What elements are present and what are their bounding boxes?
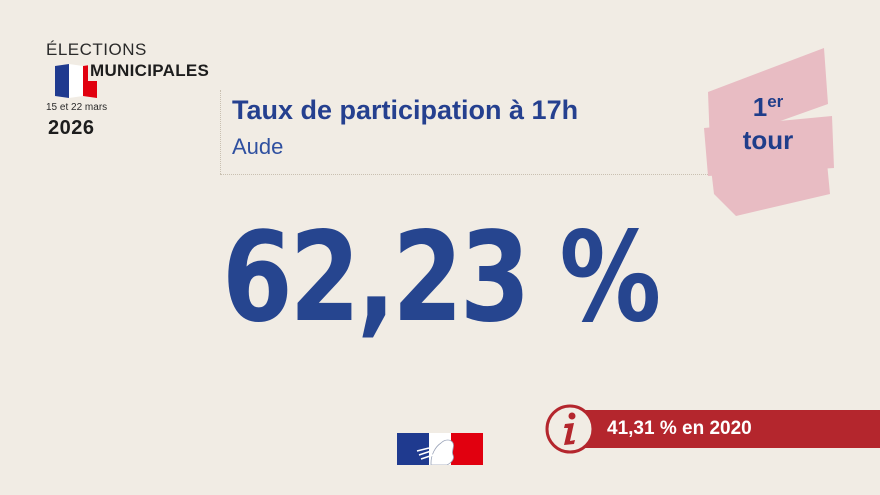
logo-year: 2026: [48, 117, 95, 139]
logo-elections-text: ÉLECTIONS: [46, 40, 147, 59]
header-divider-vertical: [220, 90, 221, 174]
department-name: Aude: [232, 134, 284, 159]
elections-logo: ÉLECTIONS MUNICIPALES 15 et 22 mars 2026: [46, 40, 216, 140]
tour-word: tour: [742, 125, 794, 155]
page-title: Taux de participation à 17h: [232, 95, 579, 125]
info-banner: [568, 410, 880, 448]
marianne-logo-icon: [397, 433, 483, 465]
tour-suffix: er: [767, 92, 784, 111]
participation-rate: 62,23 %: [222, 206, 661, 350]
header-divider-horizontal: [220, 174, 710, 175]
tour-badge: 1er tour: [700, 92, 836, 156]
tour-badge-shape: [704, 48, 834, 216]
logo-dates: 15 et 22 mars: [46, 102, 108, 113]
previous-rate-text: 41,31 % en 2020: [607, 418, 752, 439]
tour-number: 1: [752, 92, 768, 122]
logo-municipales-text: MUNICIPALES: [88, 61, 212, 81]
info-icon: [545, 404, 595, 454]
